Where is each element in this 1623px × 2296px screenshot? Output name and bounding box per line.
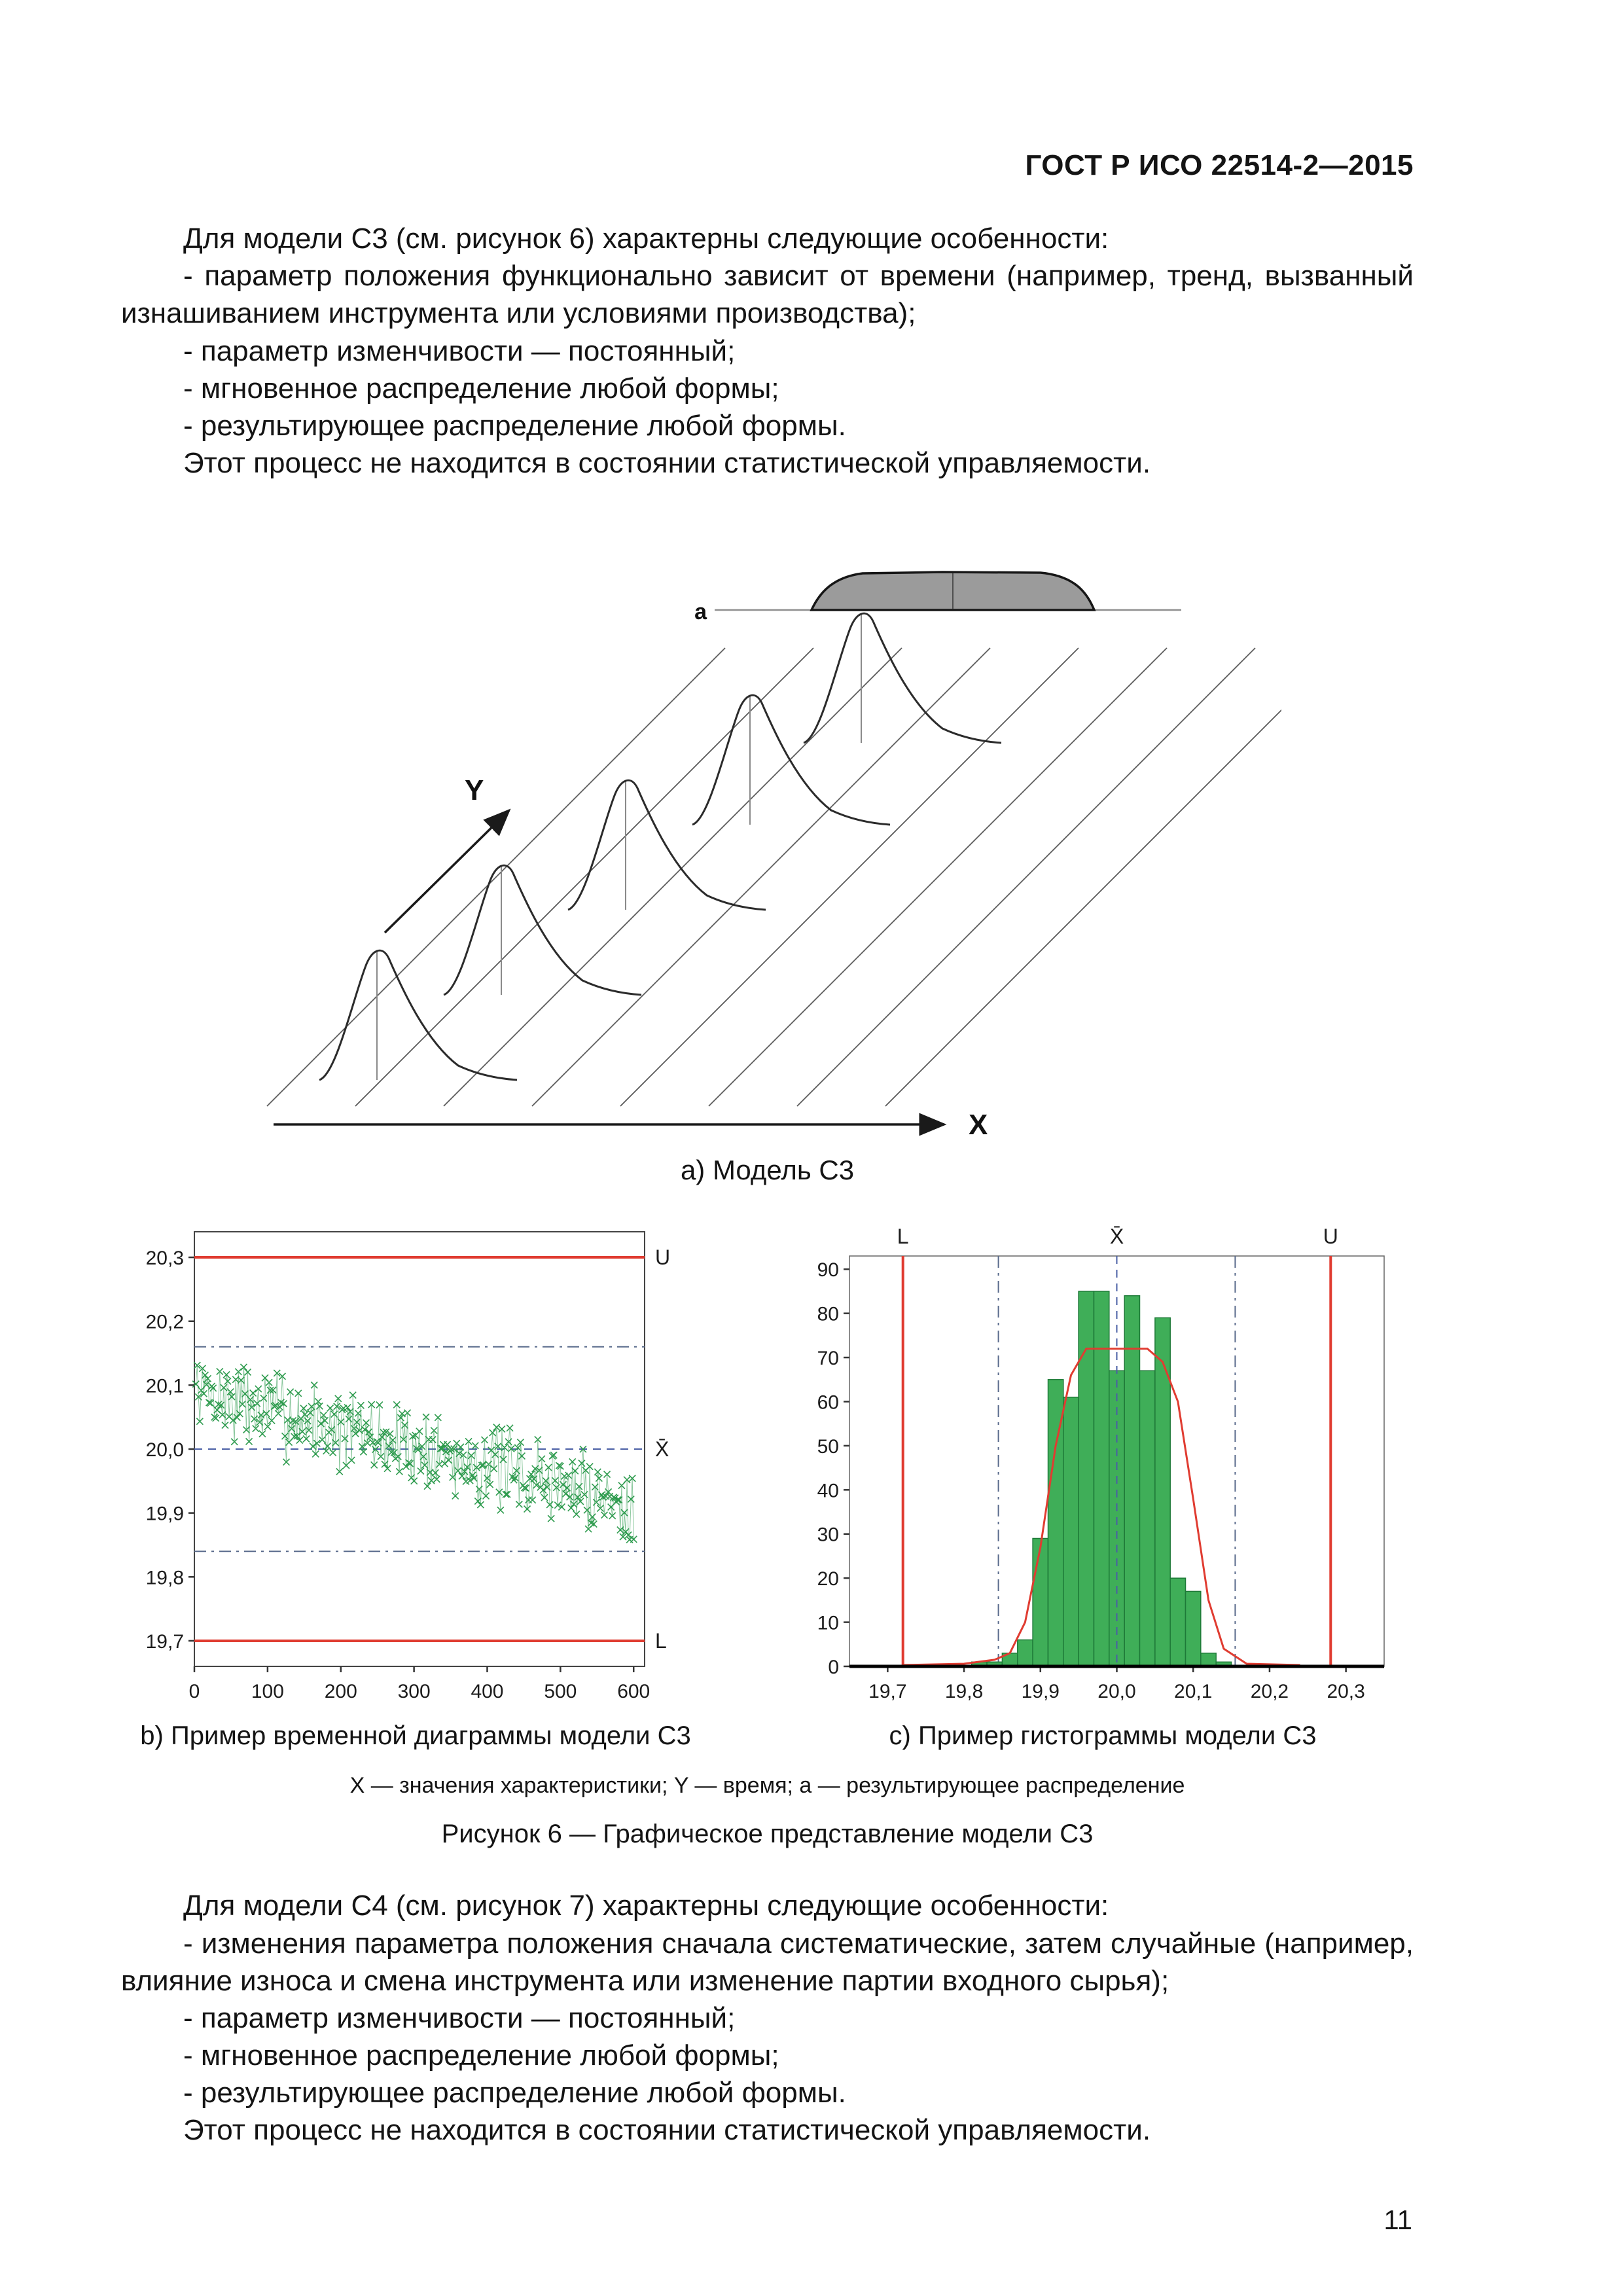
y-axis-arrow (383, 808, 510, 934)
svg-text:19,9: 19,9 (146, 1503, 184, 1525)
svg-text:19,8: 19,8 (146, 1568, 184, 1589)
svg-text:19,7: 19,7 (146, 1631, 184, 1653)
diagonal-time-lines (266, 647, 1344, 1107)
svg-text:20: 20 (817, 1568, 839, 1590)
result-label: a (694, 600, 707, 624)
page-content: ГОСТ Р ИСО 22514-2—2015 Для модели С3 (с… (121, 0, 1414, 2236)
limit-label: L (897, 1225, 909, 1248)
series-line (195, 1365, 634, 1540)
upper-limit-label: U (655, 1246, 670, 1269)
svg-text:80: 80 (817, 1304, 839, 1325)
fit-curve (902, 1348, 1300, 1666)
waterfall-figure-wrap: a Y X а) Модель С3 (121, 504, 1414, 1186)
svg-text:200: 200 (325, 1681, 357, 1702)
subfig-a-caption: а) Модель С3 (680, 1155, 855, 1186)
paragraph: - результирующее распределение любой фор… (183, 409, 846, 442)
svg-text:10: 10 (817, 1613, 839, 1634)
svg-text:60: 60 (817, 1392, 839, 1414)
paragraph: Для модели С4 (см. рисунок 7) характерны… (183, 1890, 1109, 1922)
model-c3-paragraphs: Для модели С3 (см. рисунок 6) характерны… (121, 220, 1414, 482)
paragraph: - параметр положения функционально завис… (121, 260, 1414, 330)
svg-text:400: 400 (471, 1681, 503, 1702)
paragraph: - мгновенное распределение любой формы; (183, 372, 779, 404)
doc-number-header: ГОСТ Р ИСО 22514-2—2015 (1025, 149, 1414, 181)
paragraph: Для модели С3 (см. рисунок 6) характерны… (183, 223, 1109, 255)
time-series-figure: 19,7 19,8 19,9 20,0 20,1 20,2 20,3 0 100 200 300 40… (121, 1220, 710, 1751)
histogram-bars (971, 1291, 1232, 1668)
lower-limit-label: L (655, 1629, 667, 1653)
svg-text:600: 600 (617, 1681, 650, 1702)
svg-text:100: 100 (251, 1681, 284, 1702)
paragraph: - параметр изменчивости — постоянный; (183, 2001, 736, 2034)
svg-text:20,3: 20,3 (146, 1247, 184, 1269)
svg-text:50: 50 (817, 1436, 839, 1458)
svg-text:20,1: 20,1 (1174, 1681, 1212, 1702)
svg-text:20,3: 20,3 (1327, 1681, 1364, 1702)
svg-text:20,2: 20,2 (146, 1312, 184, 1333)
page-number: 11 (1383, 2204, 1412, 2235)
svg-text:0: 0 (828, 1657, 839, 1678)
subfig-b-caption: b) Пример временной диаграммы модели С3 (140, 1721, 691, 1751)
svg-text:19,8: 19,8 (945, 1681, 983, 1702)
y-axis-label: Y (465, 774, 484, 806)
series-markers (192, 1361, 637, 1544)
paragraph: - результирующее распределение любой фор… (183, 2077, 846, 2109)
histogram-figure: 0 10 20 30 40 50 60 70 80 90 19,7 19,8 19,9 20,0 20,1 2… (792, 1220, 1414, 1751)
svg-text:20,0: 20,0 (1097, 1681, 1135, 1702)
result-distribution (809, 571, 1096, 612)
svg-text:300: 300 (398, 1681, 431, 1702)
time-series-chart: 19,7 19,8 19,9 20,0 20,1 20,2 20,3 0 100 200 300 40… (146, 1231, 670, 1702)
charts-row: 19,7 19,8 19,9 20,0 20,1 20,2 20,3 0 100 200 300 40… (121, 1220, 1414, 1751)
svg-text:70: 70 (817, 1348, 839, 1369)
instant-distributions (318, 612, 1002, 1081)
model-c4-paragraphs: Для модели С4 (см. рисунок 7) характерны… (121, 1887, 1414, 2149)
paragraph: Этот процесс не находится в состоянии ст… (183, 447, 1151, 480)
limit-label: U (1323, 1225, 1338, 1248)
paragraph: - изменения параметра положения сначала … (121, 1927, 1414, 1997)
svg-text:19,7: 19,7 (868, 1681, 906, 1702)
subfig-c-caption: c) Пример гистограммы модели С3 (889, 1721, 1317, 1751)
histogram-chart: 0 10 20 30 40 50 60 70 80 90 19,7 19,8 19,9 20,0 20,1 2… (817, 1225, 1385, 1702)
svg-text:20,0: 20,0 (146, 1439, 184, 1461)
axis-ticks: 19,7 19,8 19,9 20,0 20,1 20,2 20,3 0 100 200 300 40… (146, 1247, 651, 1702)
center-label: X̄ (655, 1437, 669, 1461)
svg-text:20,2: 20,2 (1251, 1681, 1289, 1702)
waterfall-diagram: a Y X (266, 571, 1344, 1141)
center-label: X̄ (1110, 1225, 1124, 1248)
svg-text:20,1: 20,1 (146, 1376, 184, 1397)
paragraph: Этот процесс не находится в состоянии ст… (183, 2114, 1151, 2147)
paragraph: - параметр изменчивости — постоянный; (183, 334, 736, 367)
svg-text:40: 40 (817, 1480, 839, 1502)
svg-text:0: 0 (189, 1681, 200, 1702)
svg-text:500: 500 (544, 1681, 577, 1702)
figure-legend: X — значения характеристики; Y — время; … (349, 1773, 1185, 1799)
svg-text:30: 30 (817, 1524, 839, 1546)
svg-text:19,9: 19,9 (1022, 1681, 1060, 1702)
x-axis-label: X (969, 1109, 988, 1141)
svg-text:90: 90 (817, 1260, 839, 1282)
figure-caption: Рисунок 6 — Графическое представление мо… (441, 1820, 1094, 1849)
paragraph: - мгновенное распределение любой формы; (183, 2039, 779, 2072)
